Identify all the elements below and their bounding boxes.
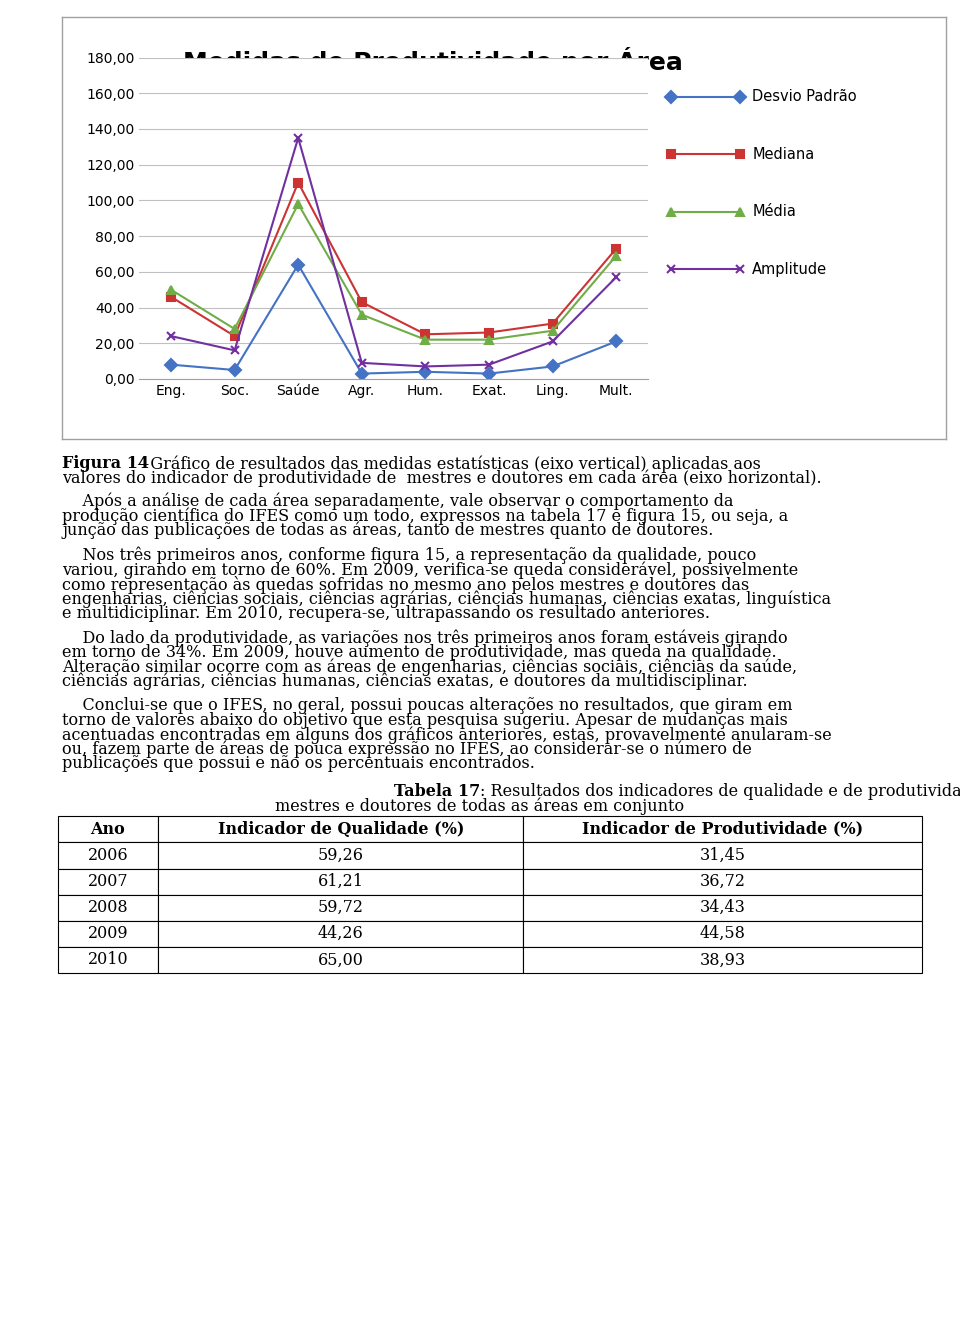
Amplitude	[420, 359, 431, 375]
Text: mestres e doutores de todas as áreas em conjunto: mestres e doutores de todas as áreas em …	[276, 798, 684, 815]
Text: 31,45: 31,45	[700, 848, 745, 864]
Text: Indicador de Produtividade (%): Indicador de Produtividade (%)	[582, 821, 863, 838]
Text: 2006: 2006	[87, 848, 129, 864]
Text: Média: Média	[753, 204, 796, 220]
Text: Alteração similar ocorre com as áreas de engenharias, ciências sociais, ciências: Alteração similar ocorre com as áreas de…	[62, 659, 798, 676]
Text: publicações que possui e não os percentuais encontrados.: publicações que possui e não os percentu…	[62, 755, 536, 773]
Amplitude	[228, 343, 240, 359]
Text: Indicador de Qualidade (%): Indicador de Qualidade (%)	[218, 821, 464, 838]
Text: 2008: 2008	[87, 900, 129, 916]
Text: ou, fazem parte de áreas de pouca expressão no IFES, ao considerar-se o número d: ou, fazem parte de áreas de pouca expres…	[62, 740, 753, 758]
Text: e multidiciplinar. Em 2010, recupera-se, ultrapassando os resultado anteriores.: e multidiciplinar. Em 2010, recupera-se,…	[62, 605, 710, 621]
Text: Após a análise de cada área separadamente, vale observar o comportamento da: Após a análise de cada área separadament…	[62, 493, 733, 510]
Média	[483, 332, 494, 348]
Text: em torno de 34%. Em 2009, houve aumento de produtividade, mas queda na qualidade: em torno de 34%. Em 2009, houve aumento …	[62, 644, 777, 660]
Desvio Padrão	[356, 366, 368, 382]
Média	[611, 248, 622, 264]
Mediana	[228, 328, 240, 344]
Text: junção das publicações de todas as áreas, tanto de mestres quanto de doutores.: junção das publicações de todas as áreas…	[62, 522, 714, 540]
Média	[228, 321, 240, 337]
Desvio Padrão	[420, 364, 431, 380]
Text: 61,21: 61,21	[318, 873, 364, 890]
Desvio Padrão	[165, 356, 177, 372]
Text: Conclui-se que o IFES, no geral, possui poucas alterações no resultados, que gir: Conclui-se que o IFES, no geral, possui …	[62, 698, 793, 715]
Mediana	[611, 241, 622, 257]
Média	[165, 281, 177, 297]
Line: Média: Média	[167, 200, 620, 344]
Text: Figura 14: Figura 14	[62, 455, 150, 473]
Text: produção científica do IFES como um todo, expressos na tabela 17 e figura 15, ou: produção científica do IFES como um todo…	[62, 507, 789, 525]
Text: Do lado da produtividade, as variações nos três primeiros anos foram estáveis gi: Do lado da produtividade, as variações n…	[62, 629, 788, 647]
Text: 36,72: 36,72	[700, 873, 745, 890]
Text: 2007: 2007	[87, 873, 129, 890]
Text: ciências agrárias, ciências humanas, ciências exatas, e doutores da multidiscipl: ciências agrárias, ciências humanas, ciê…	[62, 672, 748, 691]
Amplitude	[293, 130, 304, 146]
Text: acentuadas encontradas em alguns dos gráficos anteriores, estas, provavelmente a: acentuadas encontradas em alguns dos grá…	[62, 727, 832, 744]
Amplitude	[483, 356, 494, 372]
Text: Medidas de Produtividade por Área: Medidas de Produtividade por Área	[183, 47, 684, 75]
Text: Ano: Ano	[90, 821, 126, 838]
Text: torno de valores abaixo do objetivo que esta pesquisa sugeriu. Apesar de mudança: torno de valores abaixo do objetivo que …	[62, 712, 788, 728]
Text: Nos três primeiros anos, conforme figura 15, a representação da qualidade, pouco: Nos três primeiros anos, conforme figura…	[62, 546, 756, 564]
Desvio Padrão	[547, 359, 559, 375]
Mediana	[356, 295, 368, 311]
Média	[356, 307, 368, 323]
Text: – Gráfico de resultados das medidas estatísticas (eixo vertical) aplicadas aos: – Gráfico de resultados das medidas esta…	[132, 455, 760, 473]
Desvio Padrão	[611, 333, 622, 349]
Line: Amplitude: Amplitude	[167, 134, 620, 371]
Text: 59,26: 59,26	[318, 848, 364, 864]
Amplitude	[547, 333, 559, 349]
Mediana	[293, 174, 304, 190]
Text: valores do indicador de produtividade de  mestres e doutores em cada área (eixo : valores do indicador de produtividade de…	[62, 470, 822, 487]
Text: como representação às quedas sofridas no mesmo ano pelos mestres e doutores das: como representação às quedas sofridas no…	[62, 576, 750, 593]
Text: 65,00: 65,00	[318, 952, 364, 968]
Text: Desvio Padrão: Desvio Padrão	[753, 90, 857, 104]
Text: 59,72: 59,72	[318, 900, 364, 916]
Text: 44,58: 44,58	[700, 925, 745, 943]
Text: Amplitude: Amplitude	[753, 261, 828, 277]
Line: Mediana: Mediana	[167, 178, 620, 340]
Text: Tabela 17: Tabela 17	[394, 783, 480, 799]
Text: Mediana: Mediana	[753, 147, 814, 162]
Line: Desvio Padrão: Desvio Padrão	[167, 261, 620, 378]
Média	[420, 332, 431, 348]
Text: variou, girando em torno de 60%. Em 2009, verifica-se queda considerável, possiv: variou, girando em torno de 60%. Em 2009…	[62, 561, 799, 578]
Amplitude	[165, 328, 177, 344]
Text: 44,26: 44,26	[318, 925, 364, 943]
Desvio Padrão	[228, 362, 240, 378]
Amplitude	[611, 269, 622, 285]
Text: engenharias, ciências sociais, ciências agrárias, ciências humanas, ciências exa: engenharias, ciências sociais, ciências …	[62, 590, 831, 608]
Text: 2010: 2010	[87, 952, 129, 968]
Text: 2009: 2009	[87, 925, 129, 943]
Média	[293, 195, 304, 212]
Amplitude	[356, 355, 368, 371]
Mediana	[165, 289, 177, 305]
Média	[547, 323, 559, 339]
Mediana	[483, 324, 494, 340]
Desvio Padrão	[293, 257, 304, 273]
Mediana	[547, 316, 559, 332]
Mediana	[420, 327, 431, 343]
Text: 34,43: 34,43	[700, 900, 745, 916]
Text: : Resultados dos indicadores de qualidade e de produtividade (em %) para os: : Resultados dos indicadores de qualidad…	[480, 783, 960, 799]
Desvio Padrão	[483, 366, 494, 382]
Text: 38,93: 38,93	[699, 952, 746, 968]
